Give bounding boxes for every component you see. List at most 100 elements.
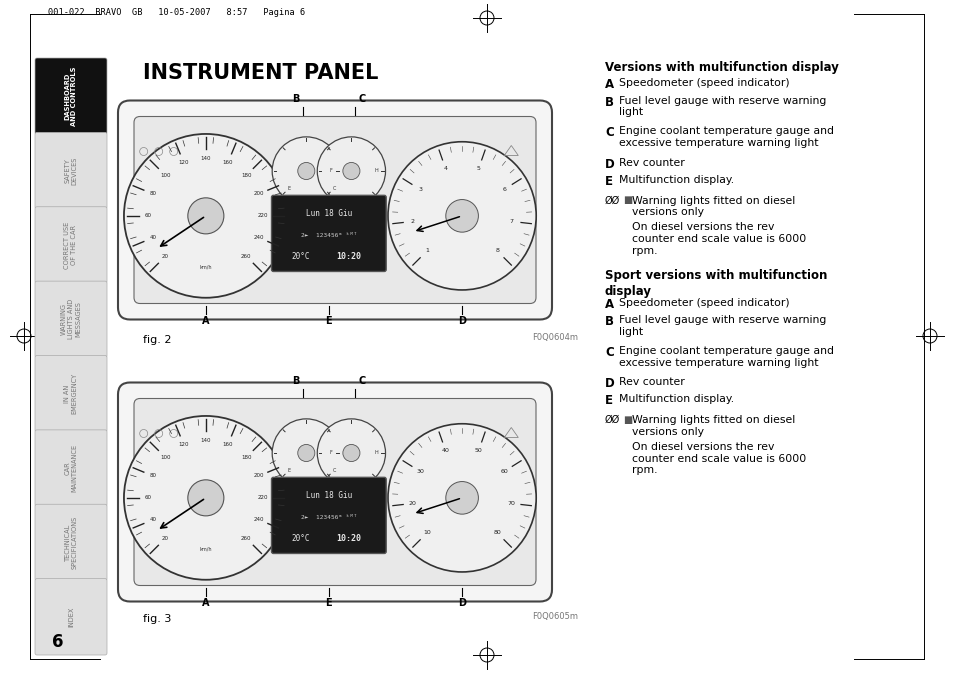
- Text: B: B: [604, 315, 614, 328]
- Text: 80: 80: [493, 530, 500, 536]
- Text: D: D: [604, 377, 614, 390]
- Text: 2►  123456ᵐ ᵏᴹᵀ: 2► 123456ᵐ ᵏᴹᵀ: [300, 233, 356, 238]
- Circle shape: [317, 419, 385, 487]
- Text: TECHNICAL
SPECIFICATIONS: TECHNICAL SPECIFICATIONS: [65, 516, 77, 569]
- Text: 10: 10: [423, 530, 431, 536]
- Text: 160: 160: [222, 160, 233, 166]
- Text: 60: 60: [499, 469, 508, 474]
- Text: Warning lights fitted on diesel
versions only: Warning lights fitted on diesel versions…: [631, 415, 795, 437]
- Text: 5: 5: [476, 166, 480, 172]
- Circle shape: [272, 419, 340, 487]
- Text: A: A: [202, 598, 210, 608]
- Text: Rev counter: Rev counter: [618, 377, 684, 387]
- Text: Engine coolant temperature gauge and
excessive temperature warning light: Engine coolant temperature gauge and exc…: [618, 127, 833, 148]
- Text: D: D: [457, 316, 466, 326]
- FancyBboxPatch shape: [35, 207, 107, 283]
- Text: Lun 18 Giu: Lun 18 Giu: [305, 491, 352, 499]
- Text: ØØ: ØØ: [604, 195, 619, 205]
- Circle shape: [388, 424, 536, 572]
- Text: 220: 220: [257, 213, 268, 218]
- Circle shape: [388, 142, 536, 290]
- Text: 60: 60: [145, 495, 152, 500]
- Text: D: D: [457, 598, 466, 608]
- Circle shape: [445, 482, 477, 514]
- Text: E: E: [604, 175, 613, 188]
- Text: km/h: km/h: [199, 546, 212, 551]
- Text: 20: 20: [162, 254, 169, 259]
- Text: 2►  123456ᵐ ᵏᴹᵀ: 2► 123456ᵐ ᵏᴹᵀ: [300, 515, 356, 520]
- Circle shape: [342, 444, 359, 462]
- Text: F: F: [329, 450, 332, 456]
- Text: INSTRUMENT PANEL: INSTRUMENT PANEL: [143, 63, 378, 83]
- Text: F0Q0605m: F0Q0605m: [532, 612, 578, 621]
- FancyBboxPatch shape: [118, 100, 552, 320]
- Text: F0Q0604m: F0Q0604m: [532, 333, 578, 342]
- Text: 20°C: 20°C: [292, 252, 310, 261]
- Text: 120: 120: [178, 442, 189, 448]
- Text: C: C: [604, 127, 613, 139]
- Text: 260: 260: [241, 254, 252, 259]
- FancyBboxPatch shape: [35, 281, 107, 357]
- Text: km/h: km/h: [199, 264, 212, 269]
- Text: 70: 70: [507, 501, 515, 506]
- Text: 2: 2: [411, 219, 415, 224]
- Text: 20: 20: [162, 536, 169, 541]
- Text: E: E: [287, 468, 290, 473]
- Circle shape: [297, 162, 314, 180]
- Text: 80: 80: [150, 191, 156, 197]
- Circle shape: [297, 444, 314, 462]
- Text: C: C: [332, 468, 335, 473]
- Text: ■: ■: [622, 415, 632, 425]
- Text: 100: 100: [160, 455, 171, 460]
- Text: 3: 3: [417, 187, 421, 192]
- Text: 7: 7: [509, 219, 513, 224]
- FancyBboxPatch shape: [35, 355, 107, 432]
- Text: C: C: [357, 376, 365, 386]
- Text: 30: 30: [416, 469, 423, 474]
- Text: ■: ■: [622, 195, 632, 205]
- Text: F: F: [329, 168, 332, 174]
- Text: 20°C: 20°C: [292, 534, 310, 543]
- Text: C: C: [357, 94, 365, 104]
- Text: Warning lights fitted on diesel
versions only: Warning lights fitted on diesel versions…: [631, 195, 795, 217]
- Text: fig. 3: fig. 3: [143, 614, 172, 624]
- Text: Versions with multifunction display: Versions with multifunction display: [604, 61, 838, 74]
- Text: CAR
MAINTENANCE: CAR MAINTENANCE: [65, 444, 77, 492]
- Text: WARNING
LIGHTS AND
MESSAGES: WARNING LIGHTS AND MESSAGES: [61, 299, 81, 339]
- Text: D: D: [604, 157, 614, 170]
- Text: 140: 140: [200, 438, 211, 443]
- Text: H: H: [374, 168, 377, 174]
- Text: 60: 60: [145, 213, 152, 218]
- Text: E: E: [325, 598, 332, 608]
- Text: 10:20: 10:20: [335, 252, 361, 261]
- FancyBboxPatch shape: [118, 382, 552, 602]
- Circle shape: [124, 416, 288, 579]
- Text: Lun 18 Giu: Lun 18 Giu: [305, 209, 352, 217]
- Text: A: A: [604, 78, 614, 91]
- Text: 40: 40: [441, 448, 449, 454]
- Text: 50: 50: [475, 448, 482, 454]
- Text: 200: 200: [253, 473, 264, 479]
- Text: C: C: [604, 346, 613, 359]
- Text: B: B: [604, 96, 614, 108]
- Text: 1: 1: [425, 248, 429, 254]
- Circle shape: [124, 134, 288, 297]
- Text: B: B: [292, 376, 299, 386]
- Text: Speedometer (speed indicator): Speedometer (speed indicator): [618, 78, 789, 88]
- Text: 140: 140: [200, 156, 211, 161]
- Text: 200: 200: [253, 191, 264, 197]
- Text: 160: 160: [222, 442, 233, 448]
- Text: ØØ: ØØ: [604, 415, 619, 425]
- Text: E: E: [325, 316, 332, 326]
- Text: Fuel level gauge with reserve warning
light: Fuel level gauge with reserve warning li…: [618, 96, 825, 117]
- FancyBboxPatch shape: [35, 504, 107, 581]
- Text: 240: 240: [253, 236, 264, 240]
- Text: CORRECT USE
OF THE CAR: CORRECT USE OF THE CAR: [65, 221, 77, 269]
- FancyBboxPatch shape: [35, 430, 107, 506]
- FancyBboxPatch shape: [35, 58, 107, 135]
- Text: INDEX: INDEX: [68, 606, 74, 627]
- Circle shape: [445, 200, 477, 232]
- Text: 4: 4: [443, 166, 447, 172]
- Text: Engine coolant temperature gauge and
excessive temperature warning light: Engine coolant temperature gauge and exc…: [618, 346, 833, 367]
- Text: 6: 6: [501, 187, 505, 192]
